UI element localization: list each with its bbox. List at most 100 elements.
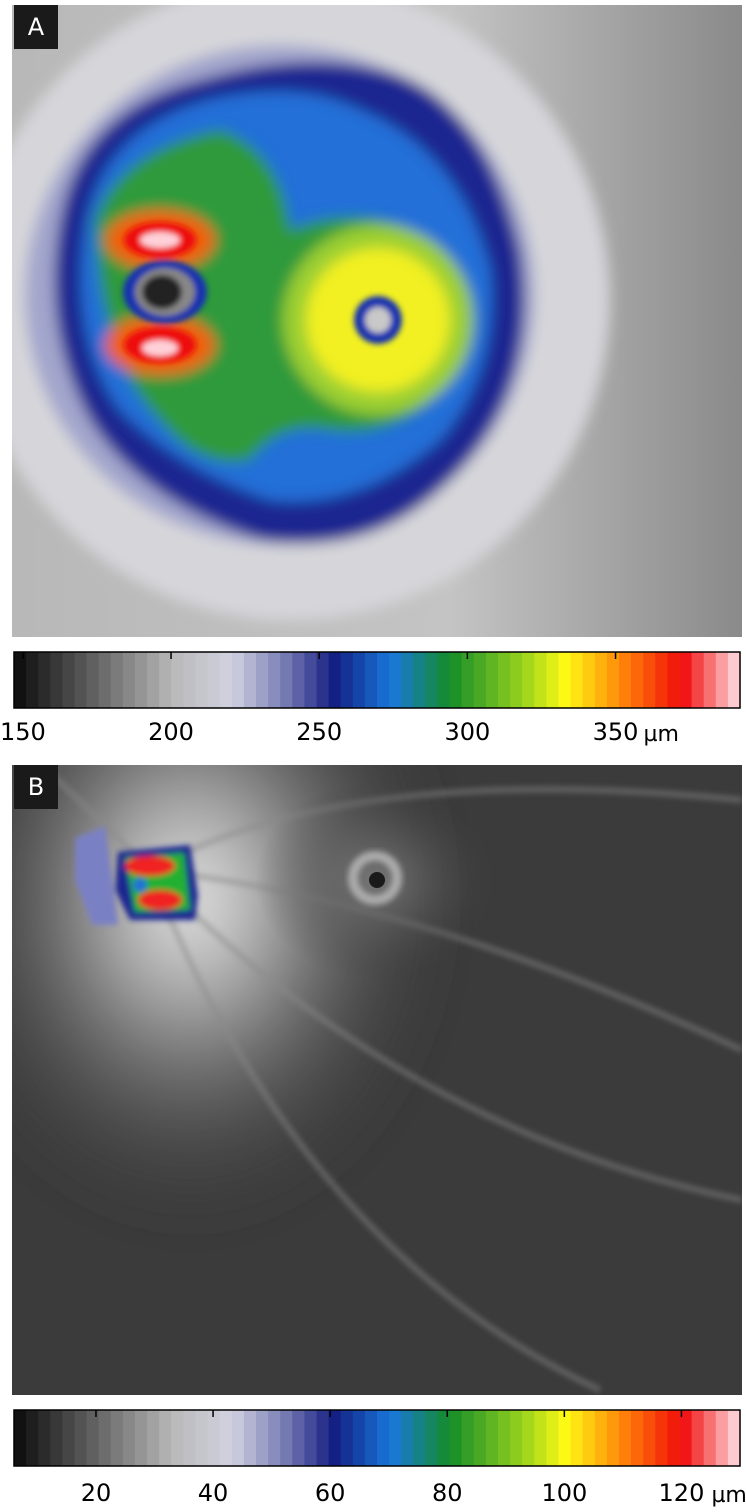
colorbar-step (38, 652, 51, 708)
colorbar-step (38, 1410, 51, 1466)
colorbar-step (99, 652, 112, 708)
colorbar-step (643, 652, 656, 708)
colorbar-step (123, 652, 136, 708)
page: {"panels": [ {"label": "A", "colorbar": … (0, 0, 746, 1508)
colorbar-step (171, 1410, 184, 1466)
colorbar-step (716, 1410, 729, 1466)
colorbar-step (498, 1410, 511, 1466)
colorbar-step (123, 1410, 136, 1466)
tick-label: 300 (444, 718, 490, 746)
colorbar-step (607, 652, 620, 708)
colorbar-step (474, 1410, 487, 1466)
colorbar-step (26, 1410, 39, 1466)
colorbar-step (413, 1410, 426, 1466)
colorbar-step (353, 652, 366, 708)
colorbar-step (14, 652, 27, 708)
colorbar-step (425, 1410, 438, 1466)
thickness-map-a (0, 0, 742, 637)
tick-label: 200 (148, 718, 194, 746)
colorbar-step (704, 652, 717, 708)
colorbar-step (680, 1410, 693, 1466)
colorbar-step (498, 652, 511, 708)
colorbar-step (87, 1410, 100, 1466)
colorbar-step (474, 652, 487, 708)
colorbar-step (728, 1410, 741, 1466)
colorbar-step (595, 1410, 608, 1466)
colorbar-step (280, 652, 293, 708)
colorbar-step (643, 1410, 656, 1466)
colorbar-step (353, 1410, 366, 1466)
unit-label: µm (711, 1483, 746, 1508)
tick-label: 120 (659, 1479, 705, 1507)
colorbar-step (208, 1410, 221, 1466)
colorbar-step (268, 1410, 281, 1466)
colorbar-step (99, 1410, 112, 1466)
colorbar-step (486, 652, 499, 708)
panel-label: B (28, 773, 44, 801)
colorbar-step (111, 1410, 124, 1466)
colorbar-step (196, 652, 209, 708)
unit-label: µm (644, 722, 679, 747)
colorbar-step (631, 1410, 644, 1466)
colorbar-step (26, 652, 39, 708)
colorbar-step (256, 652, 269, 708)
colorbar-step (667, 1410, 680, 1466)
colorbar-step (304, 1410, 317, 1466)
colorbar-step (655, 1410, 668, 1466)
colorbar-step (486, 1410, 499, 1466)
colorbar-step (377, 1410, 390, 1466)
colorbar-step (341, 652, 354, 708)
colorbar-step (268, 652, 281, 708)
colorbar-step (50, 652, 63, 708)
colorbar-step (377, 652, 390, 708)
colorbar-step (571, 652, 584, 708)
colorbar-step (438, 1410, 451, 1466)
colorbar-step (546, 1410, 559, 1466)
tick-label: 20 (81, 1479, 112, 1507)
colorbar-step (62, 652, 75, 708)
colorbar-step (196, 1410, 209, 1466)
colorbar-step (631, 652, 644, 708)
colorbar-step (244, 652, 257, 708)
colorbar-step (329, 1410, 342, 1466)
colorbar-step (50, 1410, 63, 1466)
colorbar-step (704, 1410, 717, 1466)
colorbar-step (389, 652, 402, 708)
colorbar-step (75, 1410, 88, 1466)
colorbar-step (232, 1410, 245, 1466)
colorbar-step (232, 652, 245, 708)
colorbar-step (292, 652, 305, 708)
colorbar-step (450, 652, 463, 708)
colorbar-step (317, 652, 330, 708)
colorbar-step (438, 652, 451, 708)
colorbar-step (365, 1410, 378, 1466)
colorbar-step (365, 652, 378, 708)
colorbar-step (14, 1410, 27, 1466)
colorbar-step (583, 1410, 596, 1466)
colorbar-step (87, 652, 100, 708)
colorbar-step (135, 1410, 148, 1466)
colorbar-step (401, 1410, 414, 1466)
colorbar-step (220, 1410, 233, 1466)
colorbar-step (510, 652, 523, 708)
colorbar-step (571, 1410, 584, 1466)
colorbar-step (546, 652, 559, 708)
colorbar-step (111, 652, 124, 708)
colorbar-step (583, 652, 596, 708)
tick-label: 100 (541, 1479, 587, 1507)
colorbar-step (534, 652, 547, 708)
colorbar-step (183, 652, 196, 708)
colorbar-step (389, 1410, 402, 1466)
colorbar-step (534, 1410, 547, 1466)
colorbar-step (280, 1410, 293, 1466)
colorbar-step (425, 652, 438, 708)
colorbar-step (292, 1410, 305, 1466)
colorbar-step (450, 1410, 463, 1466)
colorbar-step (208, 652, 221, 708)
colorbar-step (75, 652, 88, 708)
colorbar-step (256, 1410, 269, 1466)
colorbar-step (304, 652, 317, 708)
colorbar-step (183, 1410, 196, 1466)
panel-label: A (28, 13, 45, 41)
colorbar-step (341, 1410, 354, 1466)
